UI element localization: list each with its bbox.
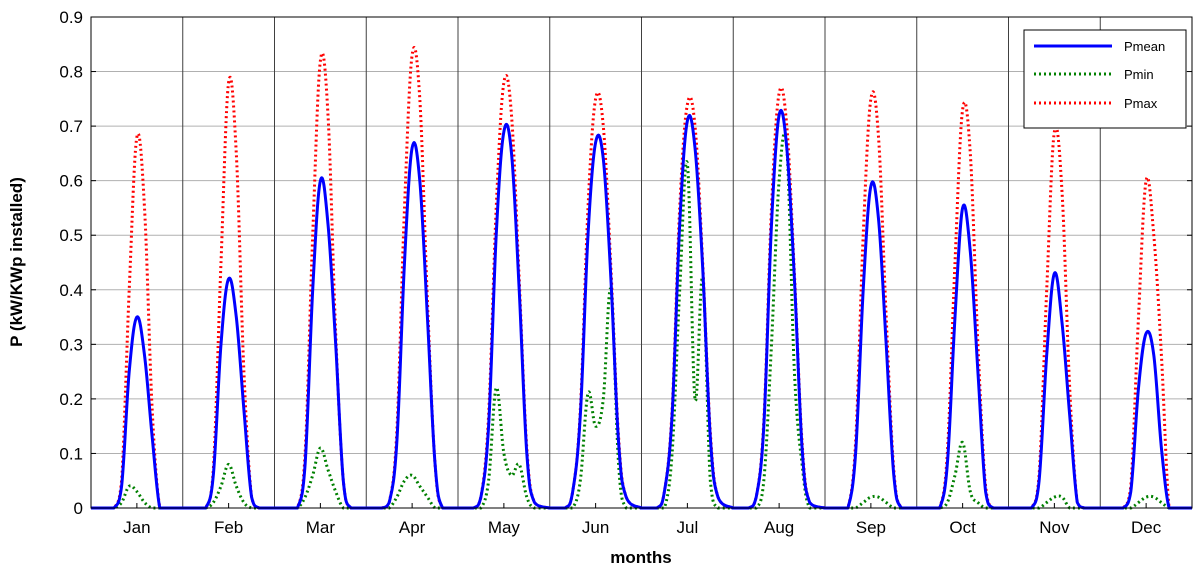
y-tick-label: 0.4 <box>59 281 83 300</box>
x-tick-label: Nov <box>1039 518 1070 537</box>
y-axis: 0 0.1 0.2 0.3 0.4 0.5 0.6 0.7 0.8 0.9 <box>59 8 1192 518</box>
grid-lines <box>91 17 1192 508</box>
y-tick-label: 0.6 <box>59 172 83 191</box>
x-tick-label: Sep <box>856 518 886 537</box>
x-tick-label: Oct <box>949 518 976 537</box>
y-tick-label: 0.9 <box>59 8 83 27</box>
y-tick-label: 0.3 <box>59 335 83 354</box>
x-tick-label: Feb <box>214 518 243 537</box>
legend-label-pmax: Pmax <box>1124 96 1158 111</box>
legend-label-pmin: Pmin <box>1124 67 1154 82</box>
x-tick-label: May <box>488 518 521 537</box>
x-axis: Jan Feb Mar Apr May Jun Jul Aug Sep Oct Nov Dec <box>123 503 1162 537</box>
x-axis-label: months <box>610 548 671 567</box>
axes-box <box>90 16 1193 509</box>
legend-label-pmean: Pmean <box>1124 39 1165 54</box>
x-tick-label: Dec <box>1131 518 1162 537</box>
y-tick-label: 0.8 <box>59 63 83 82</box>
y-tick-label: 0.2 <box>59 390 83 409</box>
x-tick-label: Jul <box>677 518 699 537</box>
x-tick-label: Jun <box>582 518 609 537</box>
y-axis-label: P (kW/KWp installed) <box>7 177 26 347</box>
legend: Pmean Pmin Pmax <box>1023 29 1187 129</box>
x-tick-label: Mar <box>306 518 336 537</box>
y-tick-label: 0.1 <box>59 444 83 463</box>
x-tick-label: Aug <box>764 518 794 537</box>
y-tick-label: 0.7 <box>59 117 83 136</box>
x-tick-label: Jan <box>123 518 150 537</box>
x-tick-label: Apr <box>399 518 426 537</box>
y-tick-label: 0.5 <box>59 226 83 245</box>
y-tick-label: 0 <box>74 499 83 518</box>
